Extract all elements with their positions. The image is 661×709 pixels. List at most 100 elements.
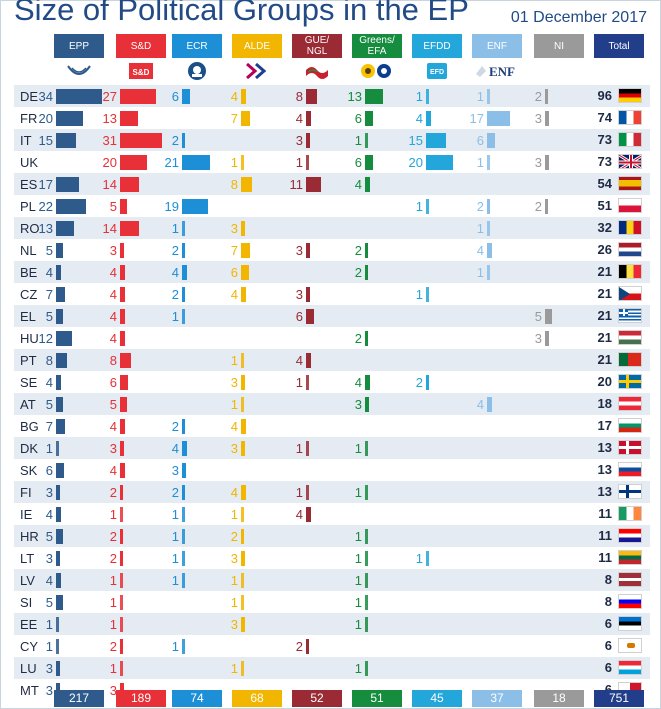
seat-bar [120, 441, 125, 456]
table-row [14, 569, 650, 591]
seat-bar [120, 221, 139, 236]
seat-count: 6 [295, 309, 303, 324]
country-total: 74 [597, 110, 612, 125]
seat-cell-greens: 4 [355, 373, 371, 391]
seat-bar [182, 243, 185, 258]
seat-cell-sd: 20 [103, 153, 147, 171]
seat-cell-gue: 11 [290, 175, 321, 193]
seat-count: 4 [45, 573, 53, 588]
seat-cell-ecr: 2 [172, 241, 185, 259]
seat-count: 5 [45, 309, 53, 324]
seat-bar [241, 617, 246, 632]
seat-bar [56, 309, 63, 324]
seat-bar [306, 441, 309, 456]
seat-cell-greens: 6 [355, 109, 374, 127]
sd-logo-icon: S&D [116, 61, 166, 81]
country-total: 20 [597, 374, 612, 389]
flag-bg-icon [618, 418, 642, 433]
seat-bar [120, 199, 127, 214]
seat-cell-gue: 1 [296, 153, 309, 171]
seat-bar [241, 419, 247, 434]
seat-count: 1 [354, 573, 362, 588]
seat-cell-ecr: 2 [172, 417, 185, 435]
flag-hr-icon [618, 528, 642, 543]
seat-bar [545, 199, 548, 214]
seat-cell-greens: 13 [348, 87, 383, 105]
header-ni: NI [534, 34, 584, 58]
flag-se-icon [618, 374, 642, 389]
country-total: 96 [597, 88, 612, 103]
seat-bar [365, 573, 368, 588]
seat-bar [182, 287, 185, 302]
seat-bar [365, 155, 374, 170]
flag-fi-icon [618, 484, 642, 499]
seat-count: 1 [230, 353, 238, 368]
uk-flag-shape [619, 155, 641, 168]
seat-cell-sd: 31 [103, 131, 162, 149]
seat-count: 27 [102, 89, 117, 104]
seat-count: 2 [171, 133, 179, 148]
seat-cell-alde: 1 [231, 571, 244, 589]
total-epp: 217 [54, 690, 104, 707]
seat-cell-enf: 4 [477, 395, 493, 413]
seat-bar [426, 199, 429, 214]
seat-cell-epp: 20 [39, 109, 83, 127]
seat-cell-enf: 1 [477, 219, 490, 237]
seat-count: 20 [408, 155, 423, 170]
seat-count: 14 [102, 221, 117, 236]
seat-count: 2 [109, 529, 117, 544]
seat-count: 2 [476, 199, 484, 214]
country-code: FI [20, 485, 32, 500]
seat-cell-alde: 4 [231, 417, 247, 435]
greens-logo-icon [352, 61, 402, 81]
seat-count: 15 [408, 133, 423, 148]
seat-bar [182, 265, 188, 280]
seat-cell-alde: 7 [231, 241, 251, 259]
seat-cell-sd: 1 [110, 571, 123, 589]
flag-lu-icon [618, 660, 642, 675]
country-total: 11 [598, 528, 612, 543]
seat-bar [120, 485, 123, 500]
seat-cell-gue: 2 [296, 637, 309, 655]
seat-bar [365, 265, 368, 280]
seat-count: 3 [534, 331, 542, 346]
seat-cell-alde: 3 [231, 615, 246, 633]
seat-count: 8 [230, 177, 238, 192]
seat-count: 4 [476, 243, 484, 258]
country-total: 21 [597, 330, 612, 345]
seat-bar [365, 661, 368, 676]
seat-cell-ni: 2 [535, 197, 548, 215]
seat-bar [545, 309, 552, 324]
seat-count: 2 [230, 529, 238, 544]
country-total: 32 [597, 220, 612, 235]
seat-cell-sd: 2 [110, 527, 123, 545]
seat-bar [241, 485, 247, 500]
seat-cell-epp: 7 [46, 285, 66, 303]
seat-count: 4 [171, 441, 179, 456]
seat-count: 1 [354, 441, 362, 456]
seat-cell-gue: 1 [296, 439, 309, 457]
seat-count: 2 [534, 199, 542, 214]
seat-count: 13 [38, 221, 53, 236]
seat-cell-epp: 34 [39, 87, 102, 105]
seat-cell-gue: 1 [296, 483, 309, 501]
seat-bar [365, 595, 368, 610]
seat-cell-greens: 2 [355, 329, 368, 347]
flag-es-icon [618, 176, 642, 191]
seat-count: 2 [171, 485, 179, 500]
epp-logo-icon [54, 61, 104, 81]
seat-bar [120, 133, 162, 148]
seat-bar [182, 419, 185, 434]
seat-count: 4 [45, 507, 53, 522]
seat-bar [56, 551, 61, 566]
seat-bar [182, 551, 185, 566]
flag-cross [619, 311, 628, 314]
seat-bar [241, 661, 244, 676]
seat-bar [365, 111, 374, 126]
seat-cell-ecr: 1 [172, 527, 185, 545]
seat-cell-epp: 4 [46, 373, 62, 391]
seat-count: 6 [45, 463, 53, 478]
seat-bar [56, 89, 102, 104]
country-code: CZ [20, 287, 38, 302]
country-code: MT [20, 683, 39, 698]
